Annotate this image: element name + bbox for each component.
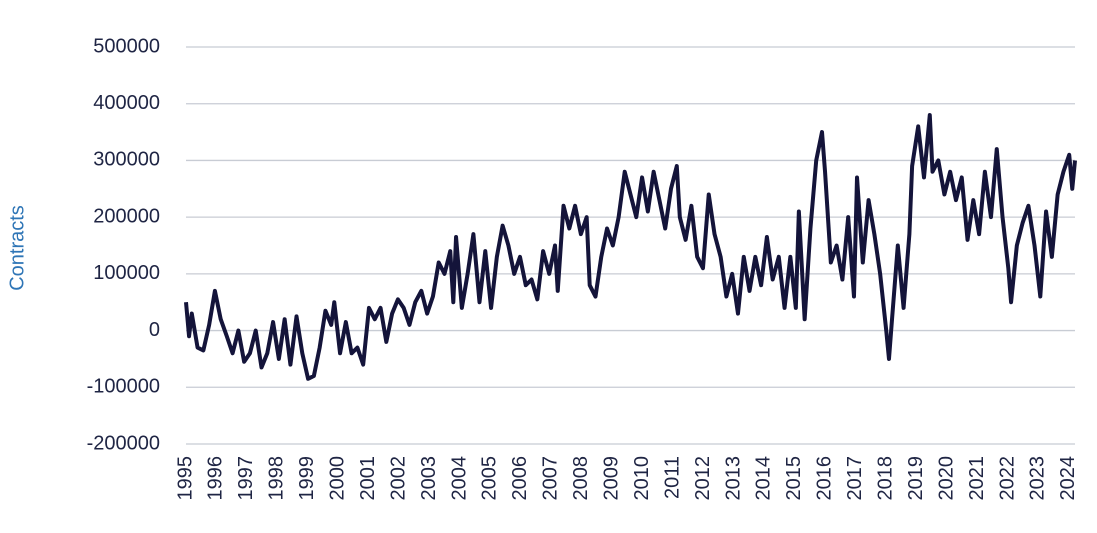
x-tick-label: 1997	[235, 456, 257, 501]
y-tick-label: -200000	[87, 432, 160, 454]
x-tick-label: 2006	[509, 456, 531, 501]
y-tick-label: 0	[149, 319, 160, 341]
x-tick-label: 1995	[174, 456, 196, 501]
x-tick-label: 2019	[905, 456, 927, 501]
x-tick-label: 2016	[814, 456, 836, 501]
x-tick-label: 2008	[570, 456, 592, 501]
x-tick-label: 2004	[448, 456, 470, 501]
x-tick-label: 2009	[601, 456, 623, 501]
x-tick-label: 2002	[387, 456, 409, 501]
y-tick-label: -100000	[87, 376, 160, 398]
x-tick-label: 2011	[661, 456, 683, 499]
x-tick-label: 2014	[753, 456, 775, 501]
y-tick-label: 200000	[93, 205, 160, 227]
x-tick-label: 2021	[966, 456, 988, 501]
x-tick-label: 1998	[266, 456, 288, 501]
x-tick-label: 2022	[996, 456, 1018, 501]
y-axis-label: Contracts	[6, 205, 28, 291]
x-tick-label: 2012	[692, 456, 714, 501]
x-tick-label: 2023	[1027, 456, 1049, 501]
y-tick-label: 400000	[93, 92, 160, 114]
x-tick-label: 2024	[1057, 456, 1079, 501]
x-tick-label: 2017	[844, 456, 866, 501]
x-tick-label: 2007	[540, 456, 562, 501]
x-tick-label: 2015	[783, 456, 805, 501]
x-tick-label: 2020	[935, 456, 957, 501]
data-line	[184, 113, 1077, 381]
x-tick-label: 1999	[296, 456, 318, 501]
x-tick-label: 2005	[479, 456, 501, 501]
x-tick-label: 1996	[205, 456, 227, 501]
x-tick-label: 2003	[418, 456, 440, 501]
x-tick-label: 2018	[875, 456, 897, 501]
x-tick-label: 2010	[631, 456, 653, 501]
x-tick-label: 2001	[357, 456, 379, 501]
y-tick-label: 300000	[93, 149, 160, 171]
y-tick-label: 500000	[93, 35, 160, 57]
y-tick-label: 100000	[93, 262, 160, 284]
x-tick-label: 2013	[722, 456, 744, 501]
x-tick-label: 2000	[327, 456, 349, 501]
